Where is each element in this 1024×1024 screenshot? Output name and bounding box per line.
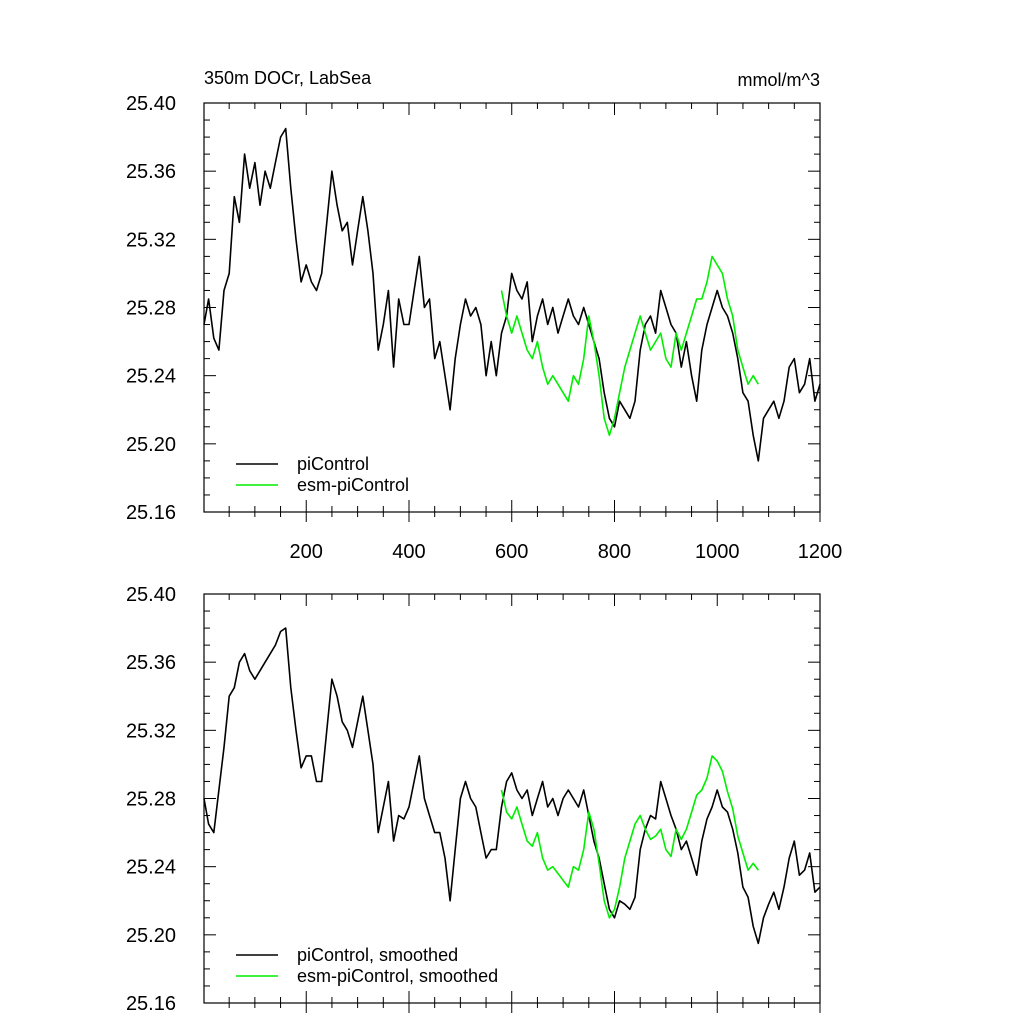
legend-label: piControl, smoothed	[297, 945, 458, 965]
y-tick-label: 25.36	[126, 652, 176, 674]
y-tick-label: 25.20	[126, 925, 176, 947]
units-label: mmol/m^3	[738, 70, 820, 90]
y-tick-label: 25.16	[126, 993, 176, 1015]
x-tick-label: 600	[495, 541, 528, 563]
y-tick-label: 25.32	[126, 720, 176, 742]
y-tick-label: 25.40	[126, 584, 176, 606]
smoothed-series-panel: 25.40 25.36 25.32 25.28 25.24 25.20 25.16 piCon…	[126, 584, 821, 1015]
y-tick-label: 25.16	[126, 502, 176, 524]
raw-series-panel: 25.40 25.36 25.32 25.28 25.24 25.20 25.16 200 40…	[126, 93, 842, 563]
y-tick-label: 25.24	[126, 857, 176, 879]
x-tick-label: 800	[598, 541, 631, 563]
x-tick-label: 1000	[695, 541, 740, 563]
y-tick-label: 25.24	[126, 366, 176, 388]
plot-frame	[203, 102, 821, 513]
chart-title: 350m DOCr, LabSea	[204, 68, 372, 88]
plot-frame	[203, 593, 821, 1004]
legend-label: esm-piControl	[297, 475, 409, 495]
y-tick-label: 25.32	[126, 229, 176, 251]
x-tick-label: 400	[392, 541, 425, 563]
series-line-picontrol	[203, 127, 821, 462]
x-tick-label: 1200	[798, 541, 843, 563]
legend-label: piControl	[297, 454, 369, 474]
y-tick-label: 25.28	[126, 298, 176, 320]
y-tick-label: 25.28	[126, 789, 176, 811]
series-line-esm-picontrol	[500, 255, 759, 437]
legend-label: esm-piControl, smoothed	[297, 966, 498, 986]
y-tick-label: 25.20	[126, 434, 176, 456]
y-tick-label: 25.36	[126, 161, 176, 183]
series-line-picontrol	[203, 627, 821, 945]
x-tick-label: 200	[290, 541, 323, 563]
y-tick-label: 25.40	[126, 93, 176, 115]
series-line-esm-picontrol	[500, 755, 759, 919]
